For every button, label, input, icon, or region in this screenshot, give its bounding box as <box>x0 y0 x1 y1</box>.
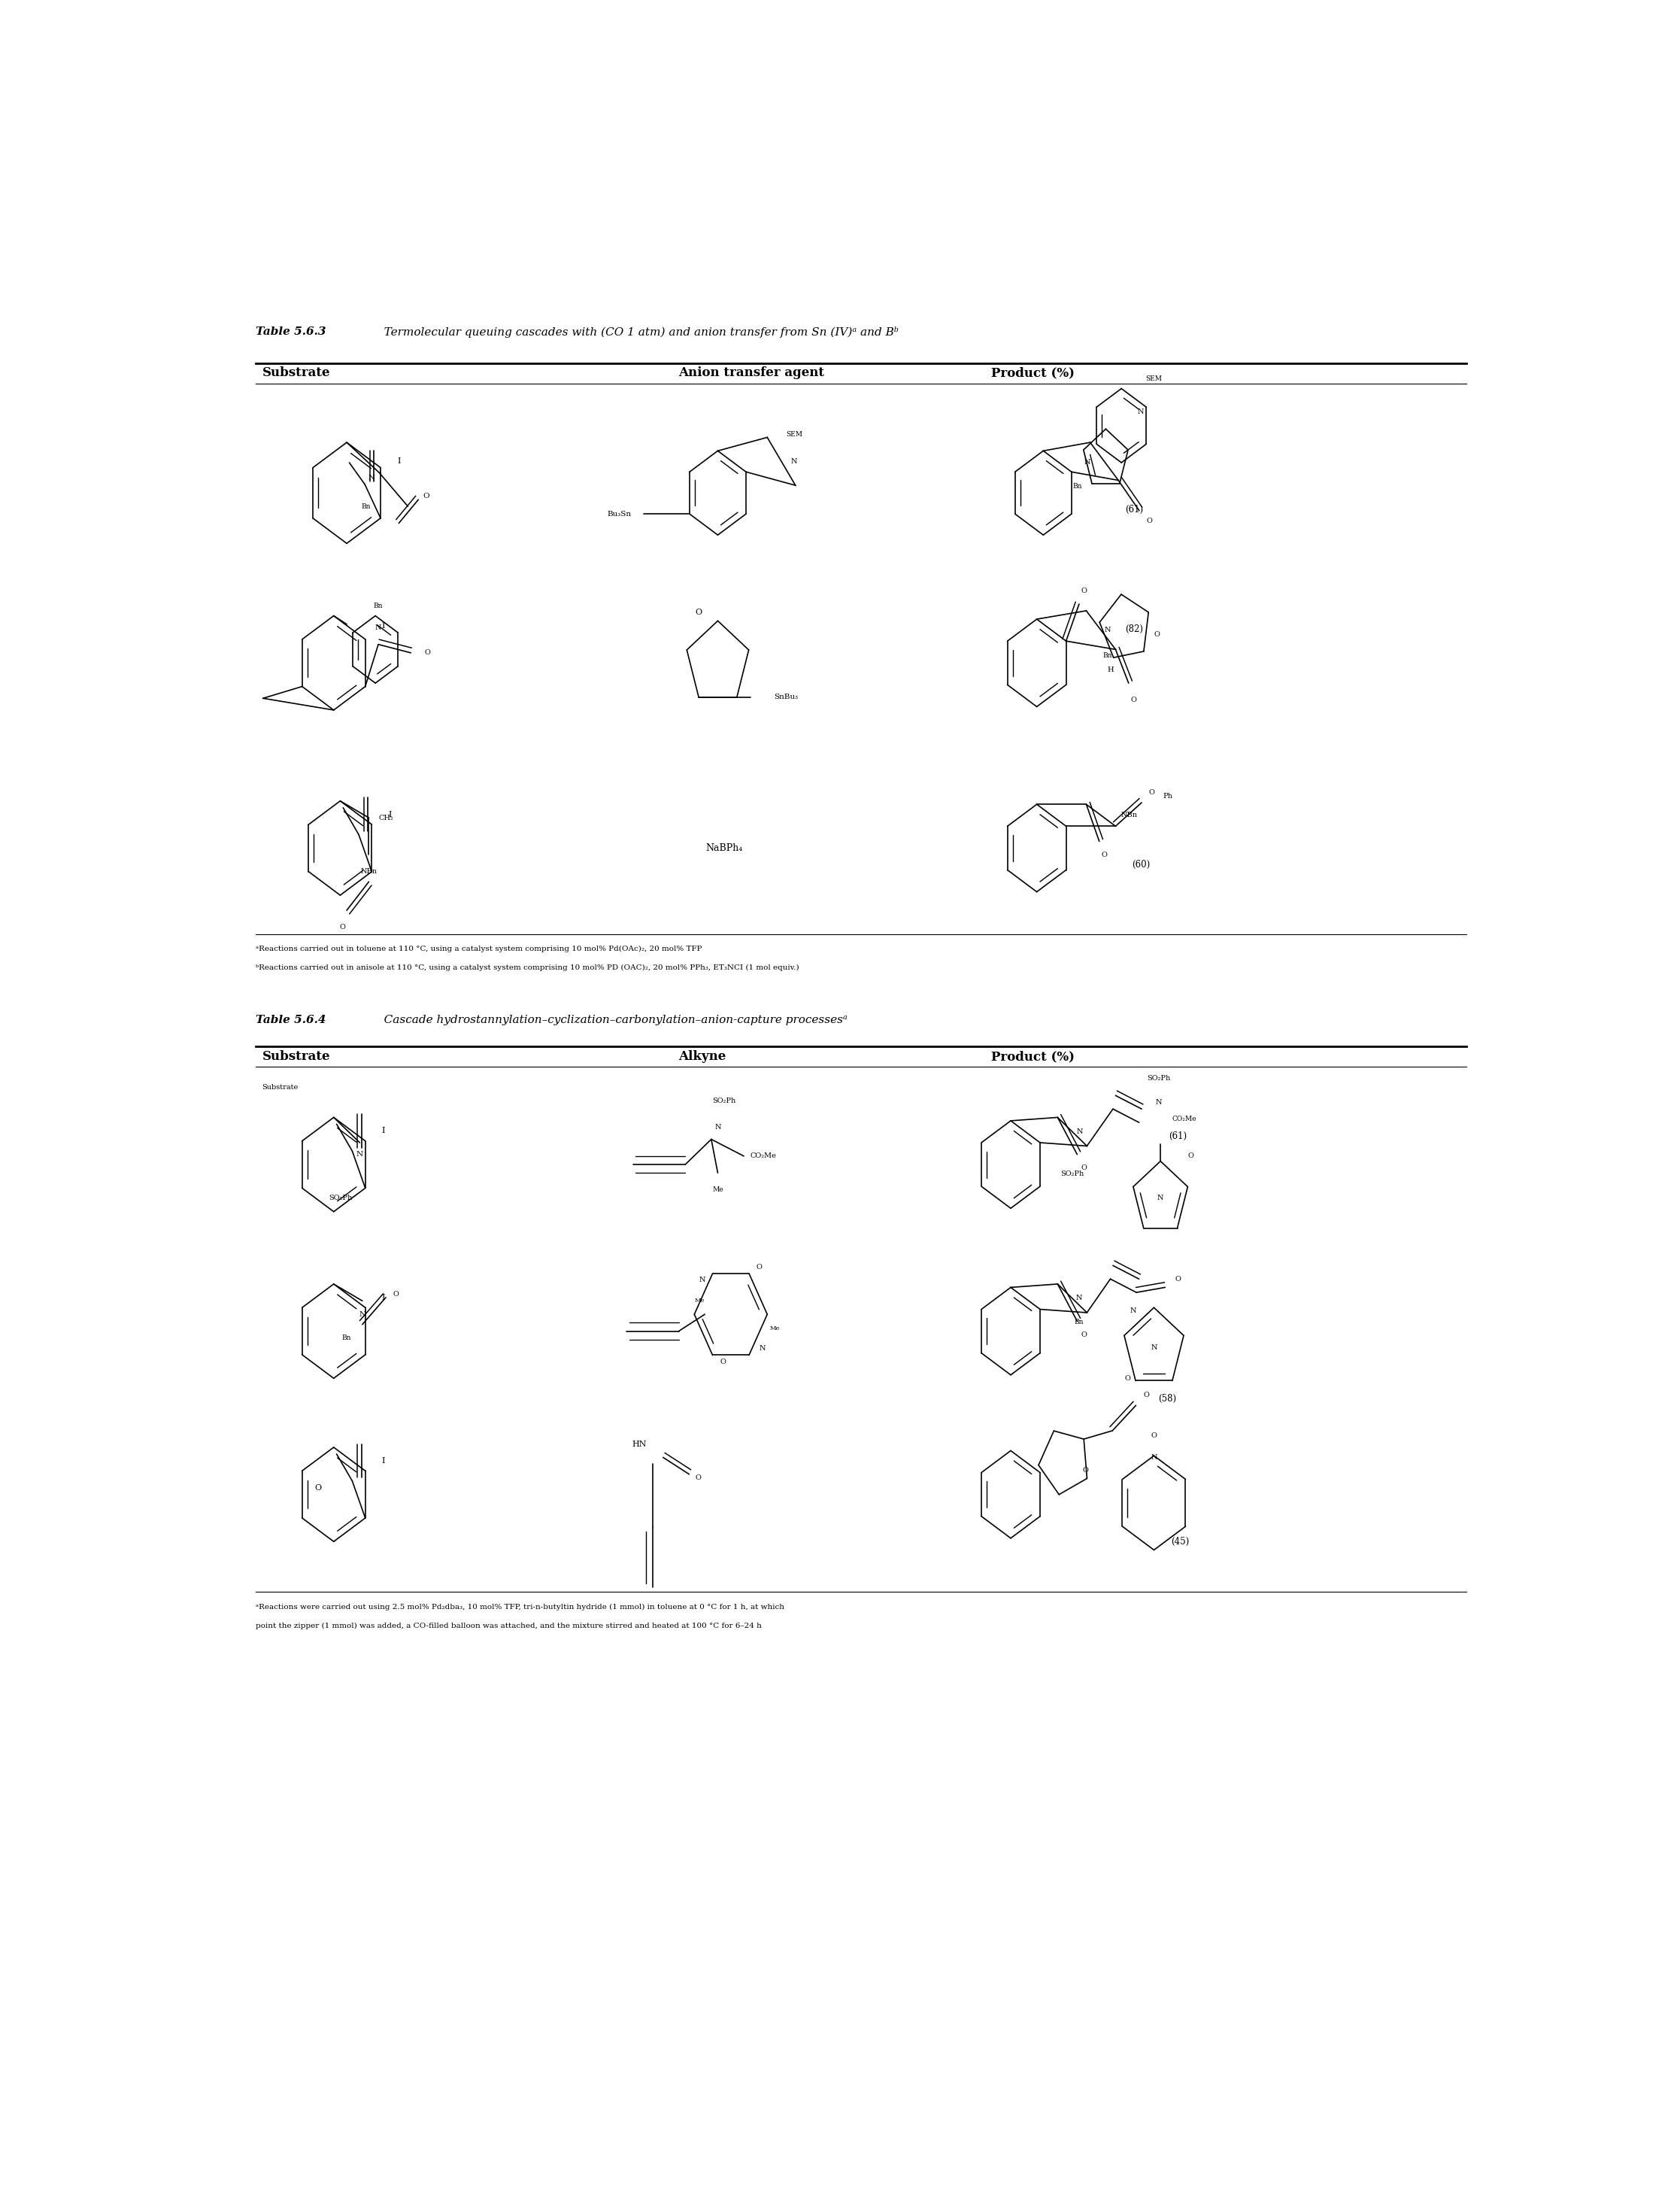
Text: N: N <box>759 1344 766 1351</box>
Text: (61): (61) <box>1126 505 1144 514</box>
Text: (61): (61) <box>1169 1130 1188 1141</box>
Text: I: I <box>381 623 385 630</box>
Text: O: O <box>1102 850 1107 859</box>
Text: Me: Me <box>769 1325 780 1331</box>
Text: Termolecular queuing cascades with (CO 1 atm) and anion transfer from Sn (IV)ᵃ a: Termolecular queuing cascades with (CO 1… <box>373 326 899 337</box>
Text: Me: Me <box>712 1187 724 1194</box>
Text: Bu₃Sn: Bu₃Sn <box>606 512 632 518</box>
Text: N: N <box>791 459 798 466</box>
Text: N: N <box>375 625 381 632</box>
Text: N: N <box>1077 1128 1084 1135</box>
Text: Bn: Bn <box>373 603 383 610</box>
Text: SO₂Ph: SO₂Ph <box>1060 1170 1084 1178</box>
Text: SO₂Ph: SO₂Ph <box>712 1097 736 1104</box>
Text: HN: HN <box>632 1441 647 1447</box>
Text: I: I <box>381 1294 385 1301</box>
Text: O: O <box>1080 1165 1087 1172</box>
Text: O: O <box>1080 1331 1087 1338</box>
Text: O: O <box>1144 1392 1149 1399</box>
Text: N: N <box>368 474 375 481</box>
Text: ᵃReactions carried out in toluene at 110 °C, using a catalyst system comprising : ᵃReactions carried out in toluene at 110… <box>255 947 702 953</box>
Text: N: N <box>356 1152 363 1159</box>
Text: O: O <box>1188 1152 1193 1159</box>
Text: Bn: Bn <box>1072 483 1082 490</box>
Text: Anion transfer agent: Anion transfer agent <box>679 367 825 380</box>
Text: Product (%): Product (%) <box>991 367 1075 380</box>
Text: I: I <box>381 1128 385 1135</box>
Text: NaBPh₄: NaBPh₄ <box>706 844 743 853</box>
Text: N: N <box>1158 1196 1164 1202</box>
Text: O: O <box>696 1473 701 1480</box>
Text: Product (%): Product (%) <box>991 1049 1075 1062</box>
Text: CO₂Me: CO₂Me <box>1173 1115 1196 1121</box>
Text: Bn: Bn <box>343 1333 351 1342</box>
Text: I: I <box>381 1458 385 1465</box>
Text: O: O <box>393 1290 400 1298</box>
Text: Alkyne: Alkyne <box>679 1049 726 1062</box>
Text: O: O <box>756 1264 763 1270</box>
Text: ᵇReactions carried out in anisole at 110 °C, using a catalyst system comprising : ᵇReactions carried out in anisole at 110… <box>255 964 800 971</box>
Text: Substrate: Substrate <box>262 367 331 380</box>
Text: N: N <box>1151 1344 1158 1351</box>
Text: O: O <box>1082 1467 1089 1473</box>
Text: Table 5.6.4: Table 5.6.4 <box>255 1014 326 1025</box>
Text: I: I <box>388 811 391 818</box>
Text: O: O <box>1082 588 1087 595</box>
Text: N: N <box>1137 409 1144 415</box>
Text: N: N <box>1104 627 1110 634</box>
Text: O: O <box>1149 789 1154 796</box>
Text: Substrate: Substrate <box>262 1049 331 1062</box>
Text: N: N <box>714 1124 721 1130</box>
Text: Table 5.6.3: Table 5.6.3 <box>255 326 326 337</box>
Text: Bn: Bn <box>361 503 371 509</box>
Text: N: N <box>699 1277 706 1283</box>
Text: N: N <box>360 1312 366 1318</box>
Text: ᵃReactions were carried out using 2.5 mol% Pd₂dba₃, 10 mol% TFP, tri-n-butyltin : ᵃReactions were carried out using 2.5 mo… <box>255 1605 785 1611</box>
Text: O: O <box>721 1358 726 1366</box>
Text: O: O <box>1126 1375 1131 1382</box>
Text: SEM: SEM <box>786 431 803 437</box>
Text: SO₂Ph: SO₂Ph <box>329 1196 351 1202</box>
Text: O: O <box>425 649 430 656</box>
Text: Substrate: Substrate <box>262 1084 299 1091</box>
Text: N: N <box>1156 1100 1163 1106</box>
Text: (60): (60) <box>1132 859 1151 870</box>
Text: Ph: Ph <box>1163 794 1173 800</box>
Text: Bn: Bn <box>1074 1318 1084 1325</box>
Text: NBn: NBn <box>361 868 376 874</box>
Text: Bn: Bn <box>1102 651 1112 658</box>
Text: (58): (58) <box>1158 1395 1176 1403</box>
Text: (45): (45) <box>1171 1537 1189 1546</box>
Text: O: O <box>423 492 430 501</box>
Text: H: H <box>1107 667 1114 673</box>
Text: N: N <box>1131 1307 1136 1314</box>
Text: O: O <box>1174 1277 1181 1283</box>
Text: CH₂: CH₂ <box>378 815 393 822</box>
Text: NBn: NBn <box>1121 811 1137 818</box>
Text: Me: Me <box>694 1298 704 1303</box>
Text: O: O <box>1154 632 1159 638</box>
Text: O: O <box>339 925 346 931</box>
Text: CO₂Me: CO₂Me <box>751 1152 776 1159</box>
Text: point the zipper (1 mmol) was added, a CO-filled balloon was attached, and the m: point the zipper (1 mmol) was added, a C… <box>255 1622 761 1629</box>
Text: N: N <box>1075 1294 1082 1301</box>
Text: O: O <box>1151 1432 1158 1438</box>
Text: (82): (82) <box>1126 625 1144 634</box>
Text: O: O <box>696 608 702 616</box>
Text: Cascade hydrostannylation–cyclization–carbonylation–anion-capture processesᵃ: Cascade hydrostannylation–cyclization–ca… <box>373 1014 847 1025</box>
Text: N: N <box>1151 1454 1158 1460</box>
Text: O: O <box>1147 518 1152 525</box>
Text: O: O <box>314 1484 321 1491</box>
Text: SO₂Ph: SO₂Ph <box>1147 1076 1171 1082</box>
Text: N: N <box>1084 459 1090 466</box>
Text: SEM: SEM <box>1146 376 1163 383</box>
Text: O: O <box>1131 697 1137 704</box>
Text: I: I <box>396 457 400 466</box>
Text: SnBu₃: SnBu₃ <box>774 693 798 700</box>
